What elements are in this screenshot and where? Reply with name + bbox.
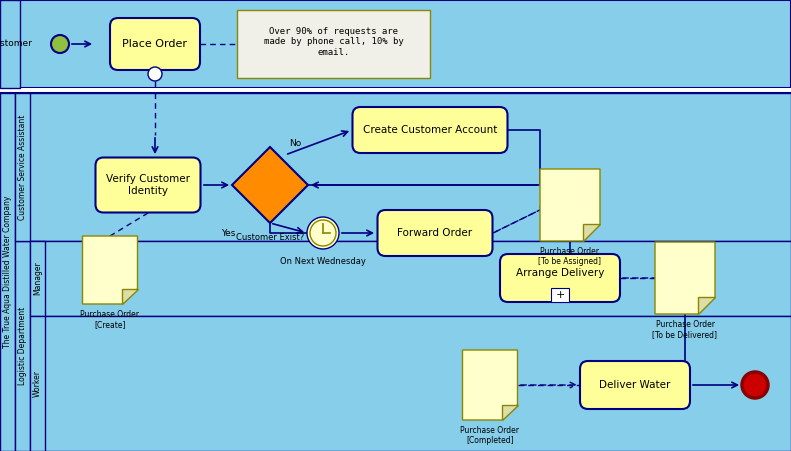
Polygon shape: [122, 289, 138, 304]
Polygon shape: [540, 169, 600, 241]
Bar: [0, 93, 791, 241]
Text: Customer Exist?: Customer Exist?: [236, 234, 304, 243]
Bar: [30, 316, 45, 451]
Text: +: +: [555, 290, 565, 300]
Text: Create Customer Account: Create Customer Account: [363, 125, 498, 135]
Text: The True Aqua Distilled Water Company: The True Aqua Distilled Water Company: [3, 196, 12, 348]
Bar: [0, 316, 791, 451]
Bar: [0, 93, 791, 451]
Polygon shape: [502, 405, 517, 420]
Text: Purchase Order
[To be Delivered]: Purchase Order [To be Delivered]: [653, 320, 717, 340]
Bar: [237, 10, 430, 78]
Bar: [0, 88, 791, 93]
Circle shape: [310, 220, 336, 246]
FancyBboxPatch shape: [500, 254, 620, 302]
Text: Deliver Water: Deliver Water: [600, 380, 671, 390]
Text: Over 90% of requests are
made by phone call, 10% by
email.: Over 90% of requests are made by phone c…: [263, 27, 403, 57]
Polygon shape: [655, 242, 715, 314]
Text: Customer Service Assistant: Customer Service Assistant: [18, 114, 27, 220]
Circle shape: [307, 217, 339, 249]
Bar: [0, 0, 791, 88]
Polygon shape: [463, 350, 517, 420]
Bar: [15, 93, 30, 241]
Polygon shape: [698, 297, 715, 314]
Polygon shape: [82, 236, 138, 304]
Text: Purchase Order
[Create]: Purchase Order [Create]: [81, 310, 139, 329]
Bar: [0, 93, 15, 451]
Text: Arrange Delivery: Arrange Delivery: [516, 268, 604, 278]
Text: Place Order: Place Order: [123, 39, 187, 49]
Polygon shape: [583, 224, 600, 241]
Text: Purchase Order
[Completed]: Purchase Order [Completed]: [460, 426, 520, 446]
FancyBboxPatch shape: [580, 361, 690, 409]
Text: Purchase Order
[To be Assigned]: Purchase Order [To be Assigned]: [539, 247, 601, 267]
Circle shape: [51, 35, 69, 53]
Bar: [0, 0, 20, 88]
Bar: [15, 241, 30, 451]
Bar: [0, 241, 791, 316]
Text: No: No: [289, 138, 301, 147]
FancyBboxPatch shape: [96, 157, 200, 212]
Text: Yes: Yes: [221, 229, 235, 238]
Text: Forward Order: Forward Order: [397, 228, 472, 238]
FancyBboxPatch shape: [377, 210, 493, 256]
Text: Manager: Manager: [33, 262, 42, 295]
FancyBboxPatch shape: [353, 107, 508, 153]
FancyBboxPatch shape: [110, 18, 200, 70]
Text: Worker: Worker: [33, 370, 42, 397]
Polygon shape: [232, 147, 308, 223]
Circle shape: [148, 67, 162, 81]
Text: Verify Customer
Identity: Verify Customer Identity: [106, 174, 190, 196]
Bar: [30, 241, 45, 316]
Text: Customer: Customer: [0, 40, 32, 49]
Text: On Next Wednesday: On Next Wednesday: [280, 257, 366, 266]
Text: Logistic Department: Logistic Department: [18, 307, 27, 385]
Circle shape: [742, 372, 768, 398]
Bar: [551, 288, 569, 302]
